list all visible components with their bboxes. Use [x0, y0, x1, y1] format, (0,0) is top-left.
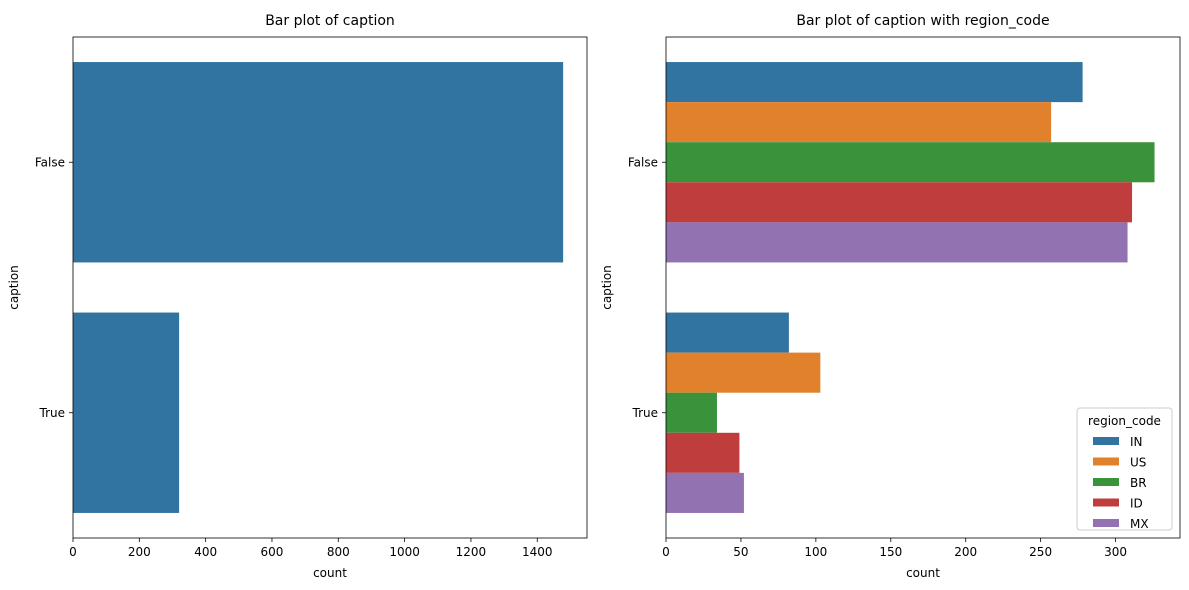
- x-tick-label: 800: [327, 545, 350, 559]
- y-tick-label-true: True: [632, 406, 659, 420]
- legend-swatch-id: [1093, 498, 1119, 507]
- x-tick-label: 200: [954, 545, 977, 559]
- x-tick-label: 300: [1104, 545, 1127, 559]
- bar-us-false: [666, 102, 1052, 143]
- bar-mx-false: [666, 222, 1128, 263]
- legend-label-br: BR: [1130, 476, 1147, 490]
- bar-br-true: [666, 392, 717, 433]
- bar-br-false: [666, 142, 1155, 183]
- legend: region_code IN US BR ID MX: [1076, 407, 1173, 531]
- bar-id-false: [666, 182, 1133, 223]
- x-tick-label: 600: [261, 545, 284, 559]
- legend-swatch-us: [1093, 457, 1119, 466]
- y-axis-label: caption: [600, 265, 614, 310]
- bar-us-true: [666, 352, 821, 393]
- legend-swatch-br: [1093, 478, 1119, 486]
- legend-label-us: US: [1130, 456, 1146, 470]
- legend-swatch-mx: [1093, 519, 1119, 527]
- x-tick-label: 150: [879, 545, 902, 559]
- bar-in-true: [666, 312, 789, 353]
- x-axis-label: count: [313, 566, 347, 580]
- chart-panel-1: 0 200 400 600 800 1000 1200 1400 False True Bar pl…: [7, 13, 588, 580]
- chart-panel-2: 0 50 100 150 200 250 300 False True Bar plot of c…: [600, 13, 1181, 580]
- bar-true: [73, 312, 180, 513]
- x-tick-label: 200: [128, 545, 151, 559]
- x-tick-label: 0: [662, 545, 670, 559]
- bar-false: [73, 62, 564, 263]
- plot-frame: [72, 36, 588, 539]
- y-axis-label: caption: [7, 265, 21, 310]
- y-tick-label-false: False: [35, 155, 65, 169]
- legend-label-mx: MX: [1130, 517, 1149, 531]
- chart-title: Bar plot of caption with region_code: [796, 13, 1049, 29]
- plot-frame: [665, 36, 1181, 539]
- x-tick-label: 250: [1029, 545, 1052, 559]
- y-tick-label-true: True: [39, 406, 66, 420]
- x-tick-label: 100: [804, 545, 827, 559]
- bar-mx-true: [666, 472, 744, 513]
- x-tick-label: 1200: [456, 545, 487, 559]
- chart-title: Bar plot of caption: [265, 13, 395, 29]
- legend-swatch-in: [1093, 437, 1119, 445]
- x-tick-label: 1400: [522, 545, 553, 559]
- x-axis-label: count: [906, 566, 940, 580]
- bar-in-false: [666, 62, 1083, 103]
- x-tick-label: 1000: [389, 545, 420, 559]
- legend-label-id: ID: [1130, 497, 1143, 511]
- bar-id-true: [666, 432, 740, 473]
- x-tick-label: 50: [733, 545, 748, 559]
- legend-title: region_code: [1088, 414, 1161, 428]
- x-tick-label: 0: [69, 545, 77, 559]
- y-tick-label-false: False: [628, 155, 658, 169]
- legend-label-in: IN: [1130, 435, 1143, 449]
- x-tick-label: 400: [194, 545, 217, 559]
